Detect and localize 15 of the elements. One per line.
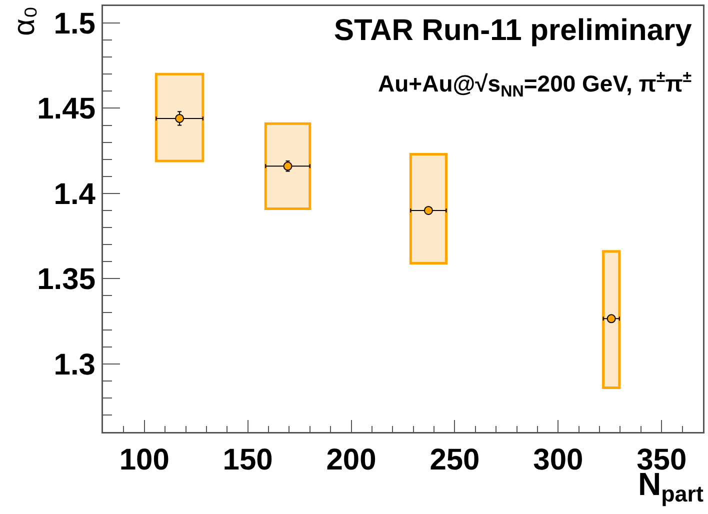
x-tick-label: 300 <box>533 444 584 476</box>
x-tick-label: 100 <box>119 444 170 476</box>
x-tick-label: 200 <box>326 444 376 476</box>
x-tick-label: 250 <box>430 444 480 476</box>
x-tick-label: 150 <box>222 444 273 476</box>
point <box>175 114 184 123</box>
y-axis-title: α₀ <box>8 6 42 36</box>
y-tick-label: 1.3 <box>54 348 96 382</box>
y-tick-label: 1.35 <box>37 263 96 296</box>
point <box>606 314 616 324</box>
annotation: STAR Run-11 preliminary <box>334 14 692 47</box>
y-tick-label: 1.45 <box>37 92 96 126</box>
y-tick-label: 1.4 <box>54 178 96 211</box>
y-tick-label: 1.5 <box>54 8 96 41</box>
annotation: Au+Au@√s$_{NN}$=200 GeV, π$^{±}$π$^{±}$ <box>378 68 692 100</box>
